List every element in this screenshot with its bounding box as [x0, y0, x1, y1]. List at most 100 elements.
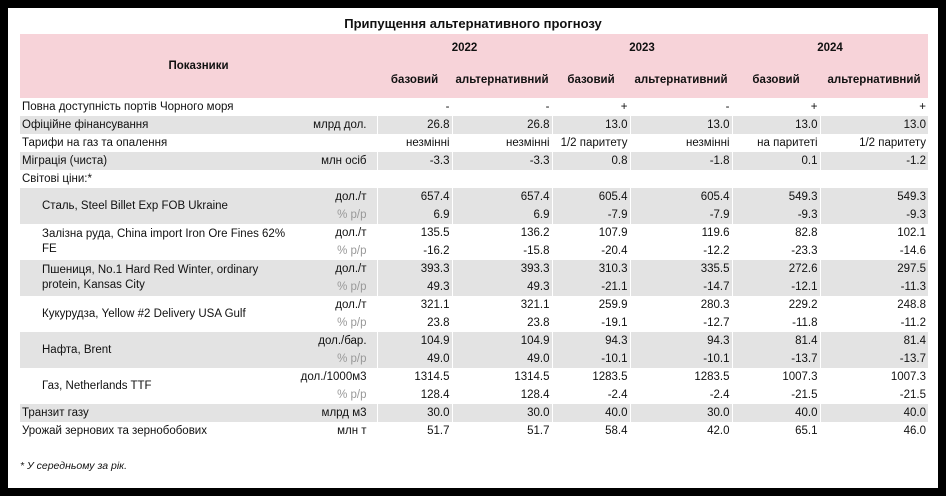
table-row: % р/р 128.4 128.4 -2.4 -2.4 -21.5 -21.5	[20, 386, 929, 404]
price-change-value: -10.1	[629, 350, 733, 368]
row-label: Міграція (чиста)	[20, 152, 292, 170]
row-value: -	[451, 98, 553, 116]
table-row: % р/р 6.9 6.9 -7.9 -7.9 -9.3 -9.3	[20, 206, 929, 224]
price-change-value: -20.4	[551, 242, 631, 260]
row-value: 40.0	[731, 404, 821, 422]
price-unit: дол./бар.	[292, 332, 378, 350]
table-row: Залізна руда, China import Iron Ore Fine…	[20, 224, 929, 255]
row-value: 30.0	[451, 404, 553, 422]
row-label: Офіційне фінансування	[20, 116, 292, 134]
header-indicators: Показники	[20, 34, 378, 98]
price-change-value: -2.4	[629, 386, 733, 404]
price-value: 94.3	[629, 332, 733, 350]
price-change-value: 49.0	[451, 350, 553, 368]
price-change-value: 23.8	[376, 314, 453, 332]
row-unit: млн т	[337, 425, 367, 437]
row-unit: млрд м3	[292, 404, 378, 422]
row-value: 13.0	[551, 116, 631, 134]
price-value: 229.2	[731, 296, 821, 314]
price-change-value: -19.1	[551, 314, 631, 332]
row-value: 40.0	[819, 404, 929, 422]
price-value: 393.3	[451, 260, 553, 278]
price-value: 335.5	[629, 260, 733, 278]
price-value: 136.2	[451, 224, 553, 242]
row-value: +	[731, 98, 821, 116]
price-change-value: -9.3	[731, 206, 821, 224]
price-unit: дол./т	[335, 227, 367, 239]
row-value: 30.0	[629, 404, 733, 422]
row-value: 13.0	[731, 116, 821, 134]
price-label: Кукурудза, Yellow #2 Delivery USA Gulf	[42, 307, 246, 320]
row-value	[451, 170, 553, 188]
price-change-value: -21.5	[731, 386, 821, 404]
page: Припущення альтернативного прогнозу Пока…	[8, 8, 938, 488]
price-unit: дол./т	[292, 188, 378, 206]
row-label: Світові ціни:*	[22, 173, 92, 185]
row-value: 42.0	[629, 422, 733, 440]
price-value: 549.3	[731, 188, 821, 206]
row-value: 0.1	[731, 152, 821, 170]
price-value: 82.8	[731, 224, 821, 242]
table-row: Пшениця, No.1 Hard Red Winter, ordinary …	[20, 260, 929, 296]
price-change-value: -13.7	[731, 350, 821, 368]
row-label: Урожай зернових та зернобобових	[22, 425, 207, 437]
row-label: Транзит газу	[20, 404, 292, 422]
row-unit	[292, 170, 377, 188]
row-value: 1/2 паритету	[551, 134, 631, 152]
price-value: 1007.3	[819, 368, 929, 386]
price-value: 104.9	[451, 332, 553, 350]
price-value: 107.9	[551, 224, 631, 242]
row-value: на паритеті	[731, 134, 821, 152]
price-change-value: -11.2	[819, 314, 929, 332]
row-value: 1/2 паритету	[819, 134, 929, 152]
row-value: 13.0	[819, 116, 929, 134]
price-label: Пшениця, No.1 Hard Red Winter, ordinary …	[20, 260, 292, 296]
price-change-value: 23.8	[451, 314, 553, 332]
row-value: -	[629, 98, 733, 116]
row-value: 26.8	[376, 116, 453, 134]
price-change-value: 128.4	[451, 386, 553, 404]
price-label: Газ, Netherlands TTF	[42, 379, 152, 392]
price-change-value: 49.3	[376, 278, 453, 296]
row-value: 65.1	[731, 422, 821, 440]
table-row: Повна доступність портів Чорного моря - - +…	[20, 98, 929, 116]
price-change-value: -23.3	[731, 242, 821, 260]
row-value: 30.0	[376, 404, 453, 422]
table-row: Сталь, Steel Billet Exp FOB Ukraine дол./…	[20, 188, 929, 224]
price-value: 549.3	[819, 188, 929, 206]
table-row: % р/р 49.0 49.0 -10.1 -10.1 -13.7 -13.7	[20, 350, 929, 368]
price-value: 1283.5	[629, 368, 733, 386]
price-sub-unit: % р/р	[337, 389, 367, 401]
table-row: Кукурудза, Yellow #2 Delivery USA Gulf до…	[20, 296, 929, 320]
row-value: 13.0	[629, 116, 733, 134]
row-value: -3.3	[376, 152, 453, 170]
row-value: 51.7	[451, 422, 553, 440]
table-row: Газ, Netherlands TTF дол./1000м3 1314.5 131…	[20, 368, 929, 392]
row-value: +	[819, 98, 929, 116]
price-value: 81.4	[731, 332, 821, 350]
price-change-value: -11.8	[731, 314, 821, 332]
price-sub-unit: % р/р	[337, 317, 367, 329]
row-value: -1.2	[819, 152, 929, 170]
price-value: 605.4	[629, 188, 733, 206]
table-row: Урожай зернових та зернобобових млн т 51.7…	[20, 422, 929, 440]
price-sub-unit: % р/р	[337, 245, 367, 257]
table-row: % р/р 49.3 49.3 -21.1 -14.7 -12.1 -11.3	[20, 278, 929, 296]
price-change-value: -2.4	[551, 386, 631, 404]
row-value: -1.8	[629, 152, 733, 170]
header-base-2022: базовий	[377, 62, 453, 98]
price-value: 119.6	[629, 224, 733, 242]
price-value: 104.9	[376, 332, 453, 350]
row-unit	[292, 98, 377, 116]
price-label: Сталь, Steel Billet Exp FOB Ukraine	[20, 188, 292, 224]
table-row: Офіційне фінансування млрд дол. 26.8 26.8 13…	[20, 116, 929, 134]
price-change-value: -7.9	[551, 206, 631, 224]
price-value: 94.3	[551, 332, 631, 350]
price-value: 310.3	[551, 260, 631, 278]
price-label: Нафта, Brent	[20, 332, 292, 368]
price-value: 605.4	[551, 188, 631, 206]
price-value: 1283.5	[551, 368, 631, 386]
table-row: % р/р 23.8 23.8 -19.1 -12.7 -11.8 -11.2	[20, 314, 929, 332]
price-change-value: 6.9	[451, 206, 553, 224]
price-change-value: -14.6	[819, 242, 929, 260]
